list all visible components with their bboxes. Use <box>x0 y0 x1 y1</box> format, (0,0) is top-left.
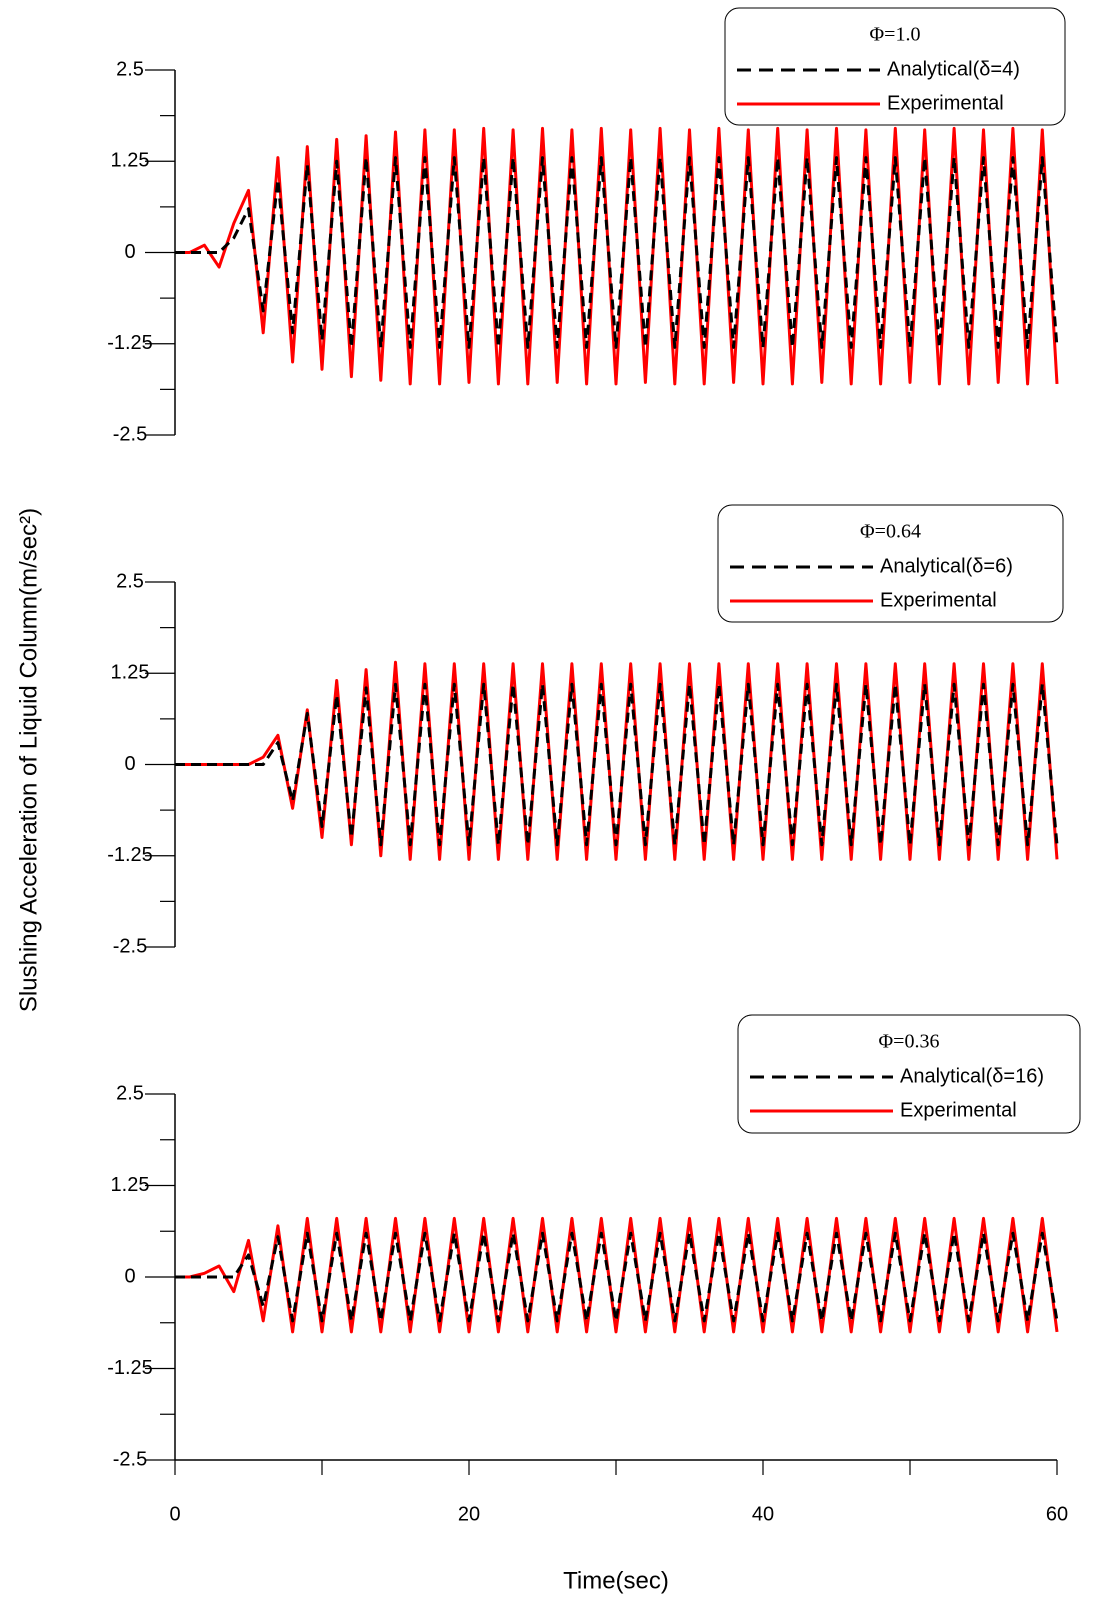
legend-label: Experimental <box>900 1099 1017 1121</box>
legend-label: Analytical(δ=16) <box>900 1065 1044 1087</box>
series-line <box>175 1216 1059 1334</box>
y-tick-label: 0 <box>124 1265 135 1287</box>
y-tick-label: -2.5 <box>113 935 147 957</box>
y-tick-label: 2.5 <box>116 570 144 592</box>
y-tick-label: 1.25 <box>111 662 150 684</box>
x-tick-label: 60 <box>1046 1503 1068 1525</box>
y-tick-label: -2.5 <box>113 423 147 445</box>
series-line <box>175 660 1059 861</box>
legend-box <box>724 7 1066 126</box>
legend-box <box>717 504 1064 623</box>
series-line <box>175 1231 1059 1323</box>
y-tick-label: 2.5 <box>116 1082 144 1104</box>
legend-label: Analytical(δ=4) <box>887 58 1020 80</box>
y-tick-label: -2.5 <box>113 1448 147 1470</box>
legend-label: Analytical(δ=6) <box>880 555 1013 577</box>
series-line <box>175 156 1059 349</box>
x-tick-label: 20 <box>458 1503 480 1525</box>
legend-title: Φ=0.36 <box>879 1031 940 1053</box>
y-tick-label: 1.25 <box>111 1174 150 1196</box>
y-tick-label: 0 <box>124 753 135 775</box>
y-tick-label: 2.5 <box>116 58 144 80</box>
x-axis-label: Time(sec) <box>563 1567 669 1594</box>
y-tick-label: -1.25 <box>107 844 153 866</box>
legend-title: Φ=0.64 <box>860 521 921 543</box>
legend-label: Experimental <box>887 92 1004 114</box>
y-tick-label: 0 <box>124 241 135 263</box>
y-tick-label: -1.25 <box>107 1357 153 1379</box>
y-axis-label: Slushing Acceleration of Liquid Column(m… <box>15 508 42 1012</box>
y-tick-label: 1.25 <box>111 150 150 172</box>
series-line <box>175 682 1059 847</box>
legend-box <box>737 1014 1081 1134</box>
x-tick-label: 40 <box>752 1503 774 1525</box>
x-tick-label: 0 <box>169 1503 180 1525</box>
y-tick-label: -1.25 <box>107 332 153 354</box>
legend-title: Φ=1.0 <box>870 24 921 46</box>
series-line <box>175 126 1059 386</box>
legend-label: Experimental <box>880 589 997 611</box>
